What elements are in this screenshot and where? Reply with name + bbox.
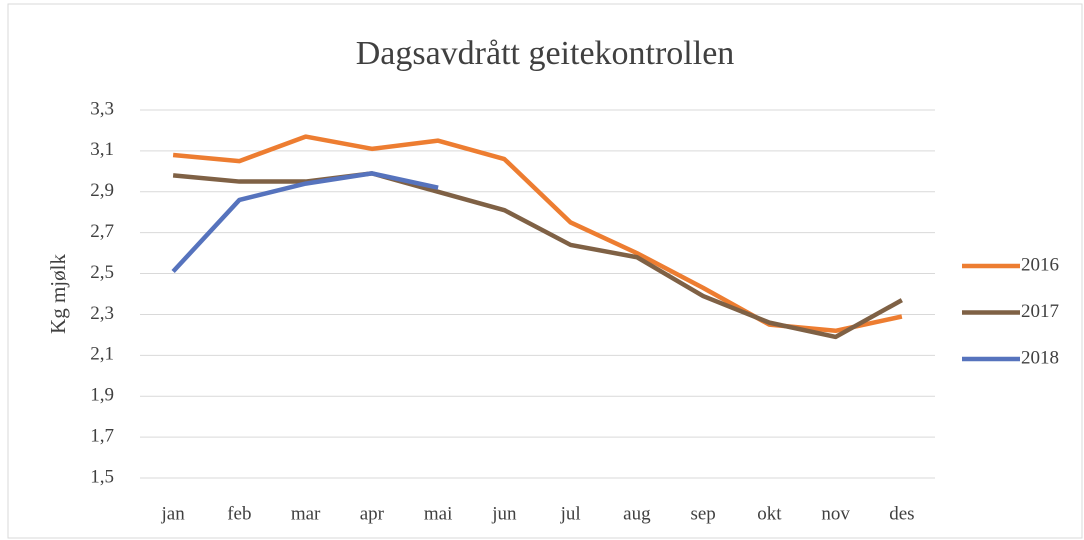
y-tick-label: 3,1 bbox=[90, 139, 114, 160]
legend-label: 2017 bbox=[1021, 301, 1059, 322]
x-tick-label: apr bbox=[360, 503, 385, 524]
y-tick-label: 1,9 bbox=[90, 385, 114, 406]
y-tick-label: 1,7 bbox=[90, 425, 114, 446]
x-tick-label: okt bbox=[757, 503, 782, 524]
legend-label: 2016 bbox=[1021, 254, 1059, 275]
chart-title: Dagsavdrått geitekontrollen bbox=[356, 35, 735, 72]
x-tick-label: jan bbox=[161, 503, 186, 524]
x-tick-label: mar bbox=[291, 503, 321, 524]
data-line bbox=[171, 171, 439, 274]
x-tick-label: mai bbox=[424, 503, 453, 524]
y-tick-label: 3,3 bbox=[90, 98, 114, 119]
y-tick-label: 2,5 bbox=[90, 262, 114, 283]
x-tick-label: sep bbox=[690, 503, 715, 524]
y-tick-label: 2,3 bbox=[90, 303, 114, 324]
y-tick-label: 2,7 bbox=[90, 221, 114, 242]
x-tick-label: jun bbox=[491, 503, 517, 524]
y-tick-label: 2,9 bbox=[90, 180, 114, 201]
y-axis-label: Kg mjølk bbox=[46, 254, 70, 334]
chart-border bbox=[7, 3, 1083, 539]
x-tick-label: nov bbox=[821, 503, 850, 524]
legend-label: 2018 bbox=[1021, 347, 1059, 368]
x-tick-label: feb bbox=[227, 503, 251, 524]
y-tick-label: 1,5 bbox=[90, 466, 114, 487]
x-tick-label: des bbox=[889, 503, 914, 524]
x-tick-label: jul bbox=[560, 503, 581, 524]
data-line bbox=[172, 171, 903, 340]
y-tick-label: 2,1 bbox=[90, 344, 114, 365]
x-tick-label: aug bbox=[623, 503, 651, 524]
